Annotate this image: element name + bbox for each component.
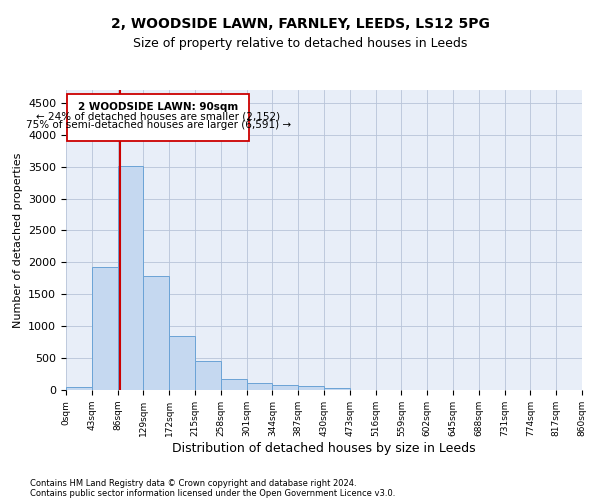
Text: 75% of semi-detached houses are larger (6,591) →: 75% of semi-detached houses are larger (… [26, 120, 290, 130]
Bar [143, 276, 169, 390]
Text: 2, WOODSIDE LAWN, FARNLEY, LEEDS, LS12 5PG: 2, WOODSIDE LAWN, FARNLEY, LEEDS, LS12 5… [110, 18, 490, 32]
Bar [324, 388, 350, 390]
Bar [169, 336, 195, 390]
X-axis label: Distribution of detached houses by size in Leeds: Distribution of detached houses by size … [172, 442, 476, 454]
Bar [66, 387, 92, 390]
FancyBboxPatch shape [67, 94, 249, 141]
Text: 2 WOODSIDE LAWN: 90sqm: 2 WOODSIDE LAWN: 90sqm [78, 102, 238, 112]
Text: ← 24% of detached houses are smaller (2,152): ← 24% of detached houses are smaller (2,… [36, 111, 280, 121]
Bar [118, 166, 143, 390]
Y-axis label: Number of detached properties: Number of detached properties [13, 152, 23, 328]
Text: Size of property relative to detached houses in Leeds: Size of property relative to detached ho… [133, 38, 467, 51]
Bar [195, 360, 221, 390]
Text: Contains public sector information licensed under the Open Government Licence v3: Contains public sector information licen… [30, 488, 395, 498]
Bar [298, 386, 324, 390]
Bar [221, 380, 247, 390]
Bar [272, 385, 298, 390]
Bar [247, 383, 272, 390]
Bar [92, 268, 118, 390]
Text: Contains HM Land Registry data © Crown copyright and database right 2024.: Contains HM Land Registry data © Crown c… [30, 478, 356, 488]
